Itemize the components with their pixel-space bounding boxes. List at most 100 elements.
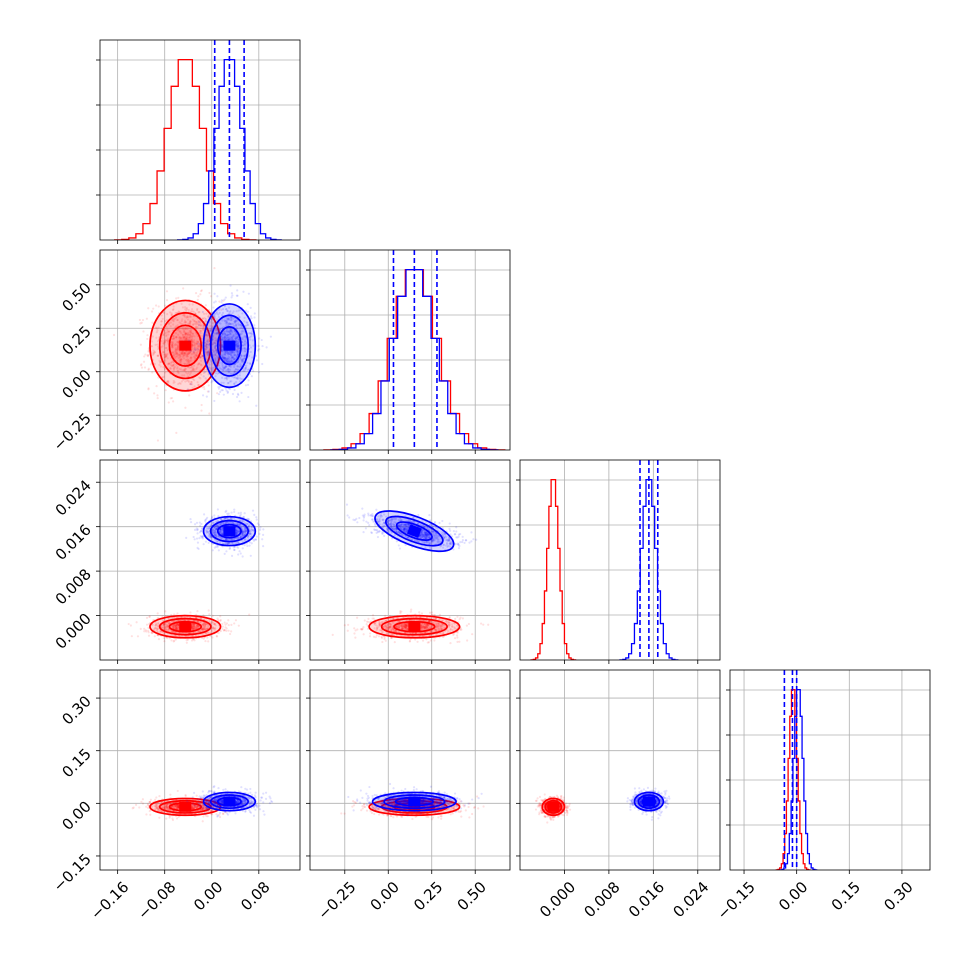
sample-point [453, 637, 457, 640]
sample-point [374, 621, 377, 624]
sample-point [214, 524, 217, 528]
sample-point [219, 536, 222, 539]
sample-point [435, 624, 439, 627]
sample-point [191, 340, 194, 343]
sample-point [466, 639, 469, 642]
sample-point [232, 358, 236, 361]
sample-point [233, 353, 236, 357]
sample-point [437, 626, 440, 630]
sample-point [163, 319, 167, 323]
sample-point [170, 639, 173, 642]
sample-point [183, 319, 187, 322]
sample-point [198, 531, 202, 534]
sample-point [211, 353, 215, 357]
sample-point [240, 336, 244, 339]
sample-point [189, 350, 192, 353]
sample-point [248, 532, 252, 535]
sample-point [211, 621, 214, 624]
sample-point [249, 338, 252, 341]
sample-point [225, 358, 228, 361]
sample-point [250, 525, 253, 529]
sample-point [193, 625, 196, 629]
sample-point [378, 620, 381, 623]
sample-point [158, 361, 162, 364]
sample-point [232, 310, 235, 313]
sample-point [192, 368, 195, 371]
sample-point [196, 528, 199, 531]
sample-point [225, 308, 228, 311]
sample-point [227, 370, 230, 373]
sample-point [164, 339, 168, 342]
sample-point [205, 351, 208, 354]
sample-point [393, 641, 396, 644]
sample-point [197, 547, 200, 551]
sample-point [253, 312, 256, 315]
sample-point [181, 355, 184, 358]
sample-point [157, 345, 160, 348]
sample-point [244, 532, 247, 535]
sample-point [176, 624, 179, 627]
sample-point [363, 619, 366, 622]
sample-point [174, 355, 178, 358]
sample-point [172, 623, 176, 627]
sample-point [245, 321, 248, 324]
sample-point [403, 623, 406, 626]
sample-point [160, 360, 163, 364]
sample-point [178, 335, 181, 339]
sample-point [389, 617, 393, 620]
sample-point [233, 382, 236, 385]
sample-point [186, 388, 189, 391]
sample-point [236, 350, 239, 353]
sample-point [241, 533, 244, 536]
sample-point [208, 534, 211, 537]
sample-point [236, 529, 239, 533]
sample-point [217, 308, 220, 311]
sample-point [238, 550, 241, 553]
sample-point [186, 358, 189, 361]
sample-point [247, 533, 251, 536]
sample-point [211, 362, 214, 365]
sample-point [176, 626, 179, 630]
sample-point [247, 379, 250, 382]
sample-point [237, 345, 240, 349]
sample-point [215, 634, 218, 638]
sample-point [424, 619, 428, 623]
sample-point [146, 354, 149, 357]
sample-point [232, 333, 235, 337]
sample-point [156, 340, 160, 343]
sample-point [196, 363, 200, 366]
sample-point [240, 378, 243, 381]
sample-point [161, 626, 164, 629]
sample-point [207, 351, 210, 354]
sample-point [172, 305, 175, 308]
sample-point [192, 624, 195, 628]
sample-point [172, 308, 175, 311]
sample-point [240, 354, 243, 357]
sample-point [195, 537, 199, 540]
sample-point [225, 377, 228, 380]
sample-point [250, 317, 253, 320]
sample-point [212, 306, 215, 309]
sample-point [358, 516, 361, 520]
sample-point [228, 364, 231, 368]
sample-point [186, 375, 189, 378]
sample-point [214, 339, 217, 343]
sample-point [194, 292, 198, 295]
sample-point [235, 335, 239, 339]
sample-point [215, 545, 218, 548]
sample-point [394, 629, 398, 633]
sample-point [248, 532, 252, 536]
sample-point [228, 318, 231, 321]
sample-point [237, 347, 240, 350]
sample-point [447, 624, 450, 627]
sample-point [197, 620, 200, 623]
sample-point [221, 311, 225, 315]
sample-point [202, 312, 206, 315]
sample-point [200, 373, 203, 376]
sample-point [175, 625, 178, 629]
sample-point [381, 621, 384, 624]
sample-point [404, 626, 407, 629]
sample-point [176, 347, 179, 351]
sample-point [187, 380, 191, 383]
sample-point [144, 629, 147, 632]
